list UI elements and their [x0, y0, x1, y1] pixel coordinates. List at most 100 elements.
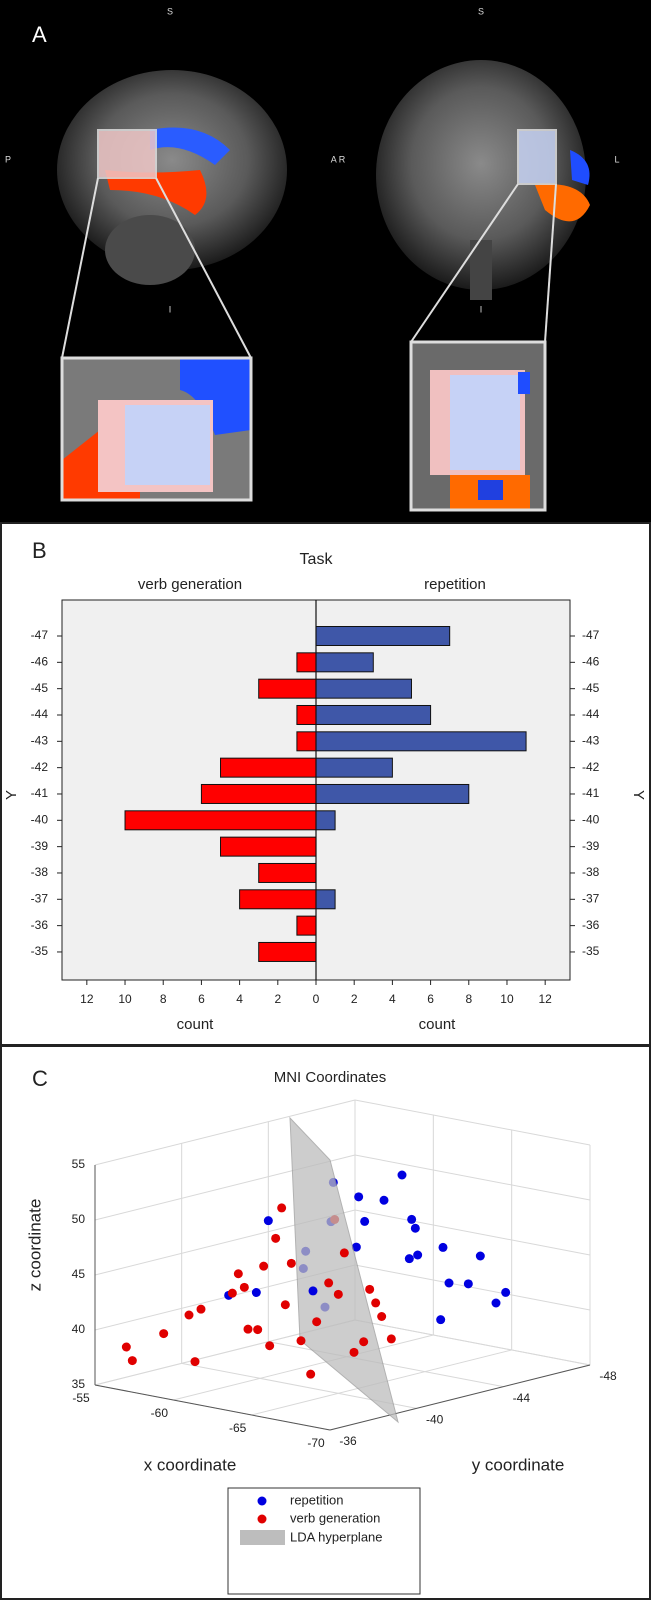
blue-cluster	[518, 372, 530, 394]
blue-cluster	[150, 127, 230, 165]
data-point	[377, 1312, 387, 1321]
data-point	[127, 1356, 137, 1366]
bar	[315, 678, 412, 699]
data-point	[277, 1203, 287, 1213]
bar	[239, 889, 317, 910]
y-tick-label: -43	[31, 733, 49, 747]
panel-label: A	[32, 22, 47, 47]
legend-label: verb generation	[290, 1510, 380, 1525]
y-tick-label: -37	[582, 891, 600, 905]
orientation-label: I	[169, 304, 172, 314]
data-point	[190, 1357, 200, 1367]
x-tick-label: 4	[389, 992, 396, 1006]
grid-line	[268, 1341, 504, 1388]
zoom-line	[61, 177, 99, 359]
panel-a: A S S P A R L I I	[0, 0, 651, 522]
data-point	[379, 1195, 389, 1205]
y-axis-label: y coordinate	[472, 1455, 565, 1474]
y-tick-label: -41	[582, 786, 600, 800]
data-point	[354, 1192, 364, 1202]
grid-line	[173, 1334, 434, 1401]
orientation-label: P	[5, 154, 11, 164]
bar	[315, 731, 527, 752]
red-cluster	[535, 184, 590, 222]
bar	[315, 652, 374, 673]
x-tick-label: -70	[307, 1436, 325, 1450]
data-point	[351, 1242, 361, 1252]
data-point	[397, 1170, 407, 1180]
orientation-label: A R	[331, 154, 346, 164]
data-point	[121, 1342, 131, 1352]
bar	[296, 652, 317, 673]
data-point	[371, 1298, 381, 1308]
data-point	[227, 1288, 237, 1298]
bar	[315, 704, 432, 725]
data-point	[360, 1216, 370, 1226]
x-tick-label: 8	[465, 992, 472, 1006]
orientation-label: I	[480, 304, 483, 314]
y-tick-label: -48	[599, 1369, 617, 1383]
panel-c: C MNI Coordinates -55 -60 -65 -70 -36 -40 -44 -48…	[25, 1066, 617, 1595]
z-tick-label: 55	[72, 1157, 86, 1171]
data-point	[386, 1334, 396, 1344]
blue-cluster	[180, 358, 251, 435]
axis-line	[329, 1364, 591, 1431]
data-point	[349, 1347, 359, 1357]
zoom-frame	[409, 340, 547, 512]
x-axis-label: count	[177, 1016, 215, 1033]
x-tick-label: 2	[274, 992, 281, 1006]
x-tick-label: 10	[500, 992, 514, 1006]
bar	[296, 704, 317, 725]
legend-label: LDA hyperplane	[290, 1529, 383, 1544]
y-tick-label: -44	[31, 707, 49, 721]
x-tick-label: 10	[118, 992, 132, 1006]
zoom-sagittal	[60, 356, 253, 502]
y-tick-label: -40	[426, 1413, 444, 1427]
data-point	[324, 1278, 334, 1288]
y-tick-label: -45	[582, 681, 600, 695]
x-tick-label: 0	[313, 992, 320, 1006]
y-tick-label: -44	[582, 707, 600, 721]
y-tick-label: -36	[582, 918, 600, 932]
z-tick-label: 45	[72, 1267, 86, 1281]
grid-line	[94, 1099, 356, 1166]
bar	[315, 757, 393, 778]
y-tick-label: -40	[31, 812, 49, 826]
coronal-slice	[376, 60, 586, 290]
bar	[258, 678, 317, 699]
data-point	[263, 1216, 273, 1226]
bar	[220, 757, 317, 778]
grid-line	[354, 1154, 591, 1201]
y-tick-label: -35	[582, 944, 600, 958]
data-point	[359, 1337, 369, 1347]
data-point	[251, 1288, 261, 1297]
y-tick-label: -44	[513, 1391, 531, 1405]
x-axis-label: count	[419, 1016, 457, 1033]
axis-line	[94, 1384, 331, 1431]
y-tick-label: -43	[582, 733, 600, 747]
data-point	[243, 1324, 253, 1334]
x-tick-label: 12	[80, 992, 94, 1006]
bar	[296, 731, 317, 752]
bar	[220, 836, 317, 857]
data-point	[444, 1278, 454, 1288]
x-tick-label: 2	[351, 992, 358, 1006]
data-point	[475, 1251, 485, 1261]
data-point	[339, 1248, 349, 1258]
cerebellum	[105, 215, 195, 285]
lda-hyperplane	[289, 1116, 399, 1424]
data-point	[306, 1369, 316, 1379]
roi-overlay	[125, 405, 210, 485]
bar	[258, 941, 317, 962]
data-point	[410, 1223, 420, 1233]
y-tick-label: -42	[582, 760, 600, 774]
legend-marker	[240, 1530, 285, 1545]
data-point	[159, 1329, 169, 1339]
zoom-line	[155, 177, 252, 359]
data-point	[333, 1289, 343, 1299]
data-point	[365, 1284, 375, 1294]
legend-marker	[257, 1514, 267, 1524]
y-tick-label: -46	[31, 655, 49, 669]
data-point	[196, 1304, 206, 1314]
sagittal-slice	[57, 70, 287, 270]
